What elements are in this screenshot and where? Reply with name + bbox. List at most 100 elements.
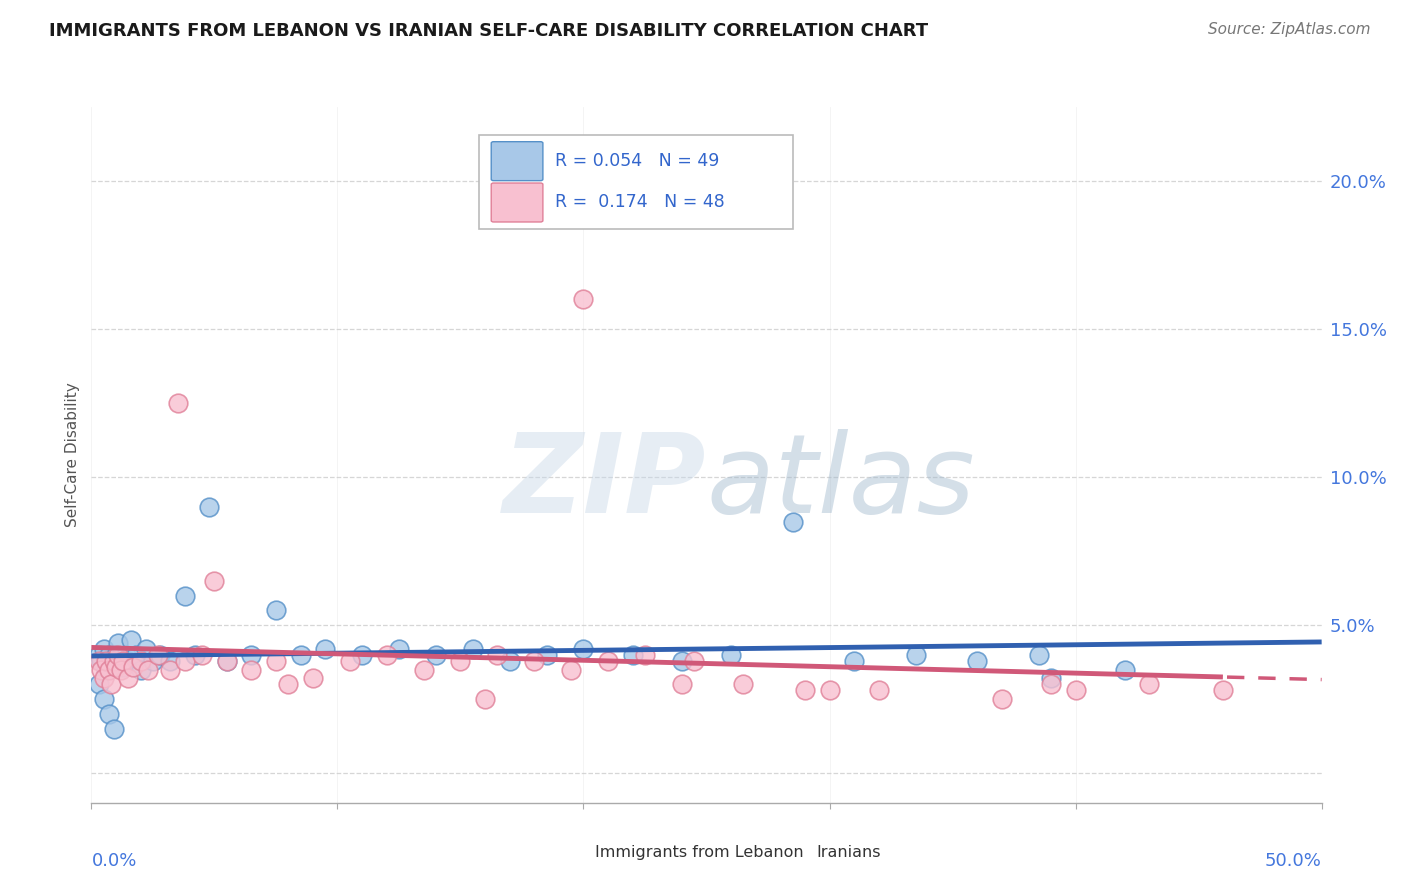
Point [498,654,520,668]
Text: IMMIGRANTS FROM LEBANON VS IRANIAN SELF-CARE DISABILITY CORRELATION CHART: IMMIGRANTS FROM LEBANON VS IRANIAN SELF-… [49,22,928,40]
Point [339,654,361,668]
Text: R = 0.054   N = 49: R = 0.054 N = 49 [555,153,720,170]
Point [523,654,546,668]
Point [621,648,644,662]
Point [96,654,117,668]
Point [904,648,927,662]
Point [449,654,471,668]
Point [174,654,197,668]
Point [112,654,135,668]
Point [990,692,1012,706]
Point [100,654,122,668]
Point [87,654,110,668]
Point [105,648,127,662]
Y-axis label: Self-Care Disability: Self-Care Disability [65,383,80,527]
Point [301,672,323,686]
Point [1039,672,1063,686]
Point [97,648,120,662]
Point [93,692,115,706]
Point [240,663,263,677]
Point [90,663,112,677]
Point [1039,677,1063,691]
Point [264,603,287,617]
FancyBboxPatch shape [491,183,543,222]
Point [818,683,841,698]
Text: Source: ZipAtlas.com: Source: ZipAtlas.com [1208,22,1371,37]
Text: Iranians: Iranians [815,846,880,861]
Point [215,654,238,668]
Point [117,672,139,686]
Point [671,654,693,668]
FancyBboxPatch shape [766,840,806,865]
Point [159,663,181,677]
Point [90,654,112,668]
Point [87,648,110,662]
Point [474,692,496,706]
Point [100,677,122,691]
Point [290,648,312,662]
Point [634,648,657,662]
Point [388,641,411,656]
Point [114,648,138,662]
FancyBboxPatch shape [546,840,585,865]
Point [461,641,484,656]
Point [96,663,117,677]
Point [142,654,165,668]
Point [596,654,619,668]
Point [425,648,447,662]
Point [103,722,125,736]
Point [146,648,169,662]
Point [87,677,110,691]
Point [107,648,129,662]
Point [671,677,693,691]
Point [93,672,115,686]
Point [97,706,120,721]
Point [198,500,221,514]
Text: 50.0%: 50.0% [1265,852,1322,870]
Point [842,654,865,668]
Point [215,654,238,668]
Point [135,641,156,656]
Point [166,396,188,410]
Point [1212,683,1234,698]
Point [314,641,336,656]
Point [129,654,152,668]
Point [966,654,988,668]
Point [97,663,120,677]
Point [486,648,509,662]
Point [352,648,374,662]
Point [782,515,804,529]
Point [202,574,225,588]
Point [159,654,181,668]
Point [124,648,146,662]
Point [683,654,706,668]
Point [105,659,127,673]
Point [1064,683,1087,698]
Point [103,659,125,673]
Point [264,654,287,668]
Point [129,663,152,677]
Point [536,648,558,662]
Point [240,648,263,662]
Text: ZIP: ZIP [503,429,706,536]
Point [277,677,299,691]
Point [1139,677,1161,691]
Point [733,677,755,691]
FancyBboxPatch shape [479,135,793,229]
Point [572,641,595,656]
Point [122,659,145,673]
Point [93,641,115,656]
Point [1028,648,1050,662]
Point [191,648,214,662]
Point [103,654,125,668]
Point [117,654,139,668]
Point [793,683,815,698]
Point [136,663,159,677]
Text: atlas: atlas [706,429,976,536]
Text: Immigrants from Lebanon: Immigrants from Lebanon [595,846,803,861]
Point [375,648,398,662]
Point [572,293,595,307]
Point [110,654,132,668]
Point [120,632,142,647]
Point [174,589,197,603]
